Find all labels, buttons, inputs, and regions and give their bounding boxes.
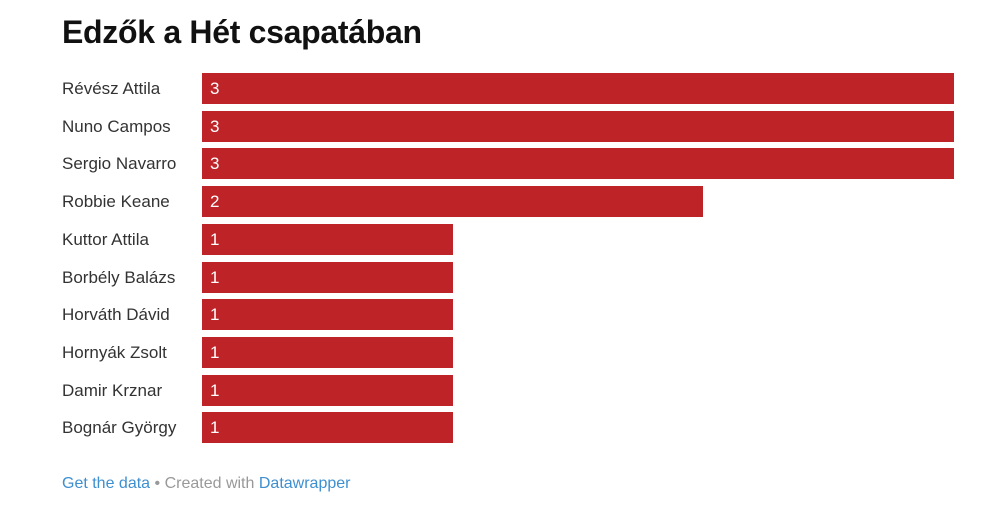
bar-row: Horváth Dávid 1 <box>0 299 1000 331</box>
bar: 2 <box>202 186 704 218</box>
value-label: 1 <box>210 342 220 362</box>
bar-row: Nuno Campos 3 <box>0 110 1000 142</box>
bar: 1 <box>202 336 453 368</box>
value-label: 1 <box>210 267 220 287</box>
bar: 1 <box>202 374 453 406</box>
category-label: Sergio Navarro <box>62 154 177 174</box>
bar-row: Hornyák Zsolt 1 <box>0 336 1000 368</box>
bar: 3 <box>202 73 954 104</box>
bar: 1 <box>202 299 453 331</box>
value-label: 2 <box>210 192 220 212</box>
datawrapper-link[interactable]: Datawrapper <box>258 475 351 492</box>
footer: Get the data • Created with Datawrapper <box>62 475 350 493</box>
bar: 3 <box>202 148 954 180</box>
bar-row: Robbie Keane 2 <box>0 186 1000 218</box>
footer-separator: • <box>154 475 161 492</box>
value-label: 1 <box>210 229 220 249</box>
bar: 1 <box>202 223 453 255</box>
value-label: 1 <box>210 305 220 325</box>
created-with-text: Created with <box>164 475 255 492</box>
bar-row: Borbély Balázs 1 <box>0 261 1000 293</box>
bar-row: Révész Attila 3 <box>0 73 1000 104</box>
bar: 1 <box>202 261 453 293</box>
category-label: Nuno Campos <box>62 116 171 136</box>
bar: 1 <box>202 412 453 444</box>
bar-row: Sergio Navarro 3 <box>0 148 1000 180</box>
category-label: Révész Attila <box>62 79 161 98</box>
get-the-data-link[interactable]: Get the data <box>62 475 151 492</box>
value-label: 3 <box>210 154 220 174</box>
value-label: 3 <box>210 79 220 98</box>
category-label: Robbie Keane <box>62 192 170 212</box>
category-label: Kuttor Attila <box>62 229 149 249</box>
bar-row: Kuttor Attila 1 <box>0 223 1000 255</box>
bar: 3 <box>202 110 954 142</box>
category-label: Borbély Balázs <box>62 267 176 287</box>
chart-title: Edzők a Hét csapatában <box>62 14 422 50</box>
bar-row: Damir Krznar 1 <box>0 374 1000 406</box>
value-label: 3 <box>210 116 220 136</box>
value-label: 1 <box>210 380 220 400</box>
category-label: Damir Krznar <box>62 380 163 400</box>
value-label: 1 <box>210 418 220 438</box>
category-label: Horváth Dávid <box>62 305 170 325</box>
category-label: Hornyák Zsolt <box>62 342 167 362</box>
category-label: Bognár György <box>62 418 177 438</box>
bar-row: Bognár György 1 <box>0 412 1000 444</box>
